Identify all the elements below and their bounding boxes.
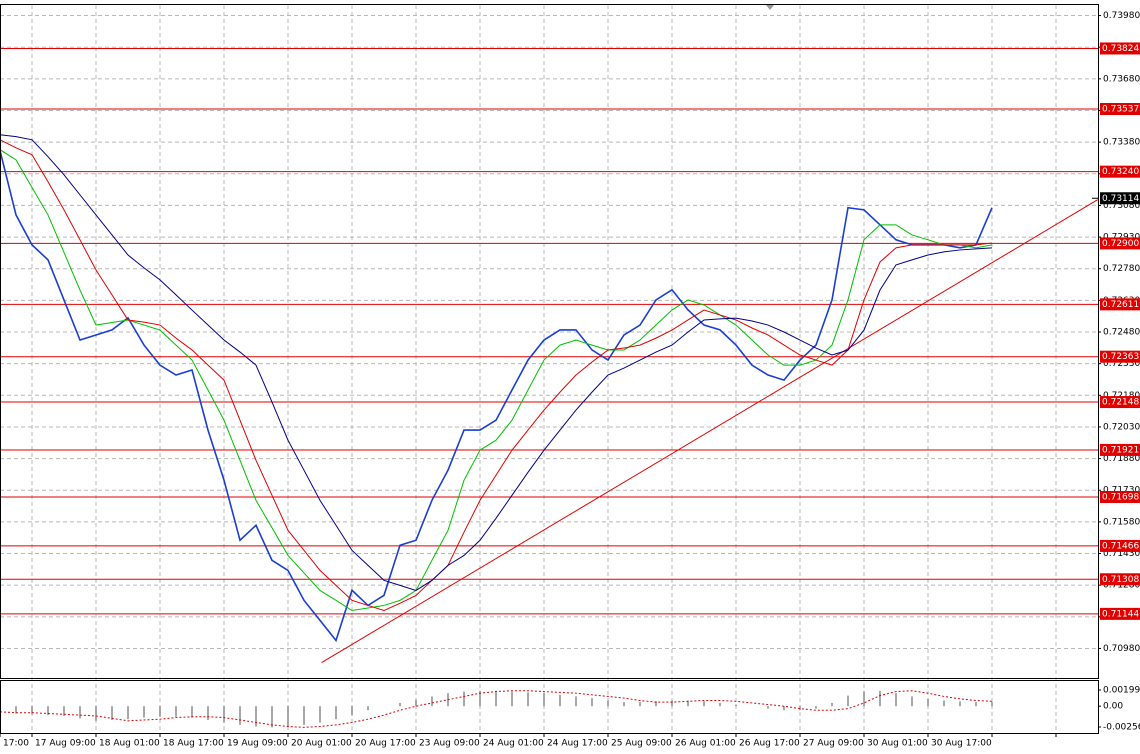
x-tick-label: 25 Aug 09:00 — [611, 739, 672, 749]
level-label-box — [1100, 165, 1140, 178]
x-tick-label: 18 Aug 17:00 — [163, 739, 224, 749]
shift-marker — [766, 5, 774, 10]
level-label: 0.71308 — [1102, 575, 1139, 585]
level-label-box — [1100, 573, 1140, 586]
level-label: 0.71921 — [1102, 445, 1139, 455]
y-tick-label: 0.71730 — [1103, 486, 1140, 496]
oscillator-frame — [0, 680, 1099, 734]
current-price-label: 0.73114 — [1102, 194, 1139, 204]
series-line — [0, 139, 993, 612]
level-label: 0.73240 — [1102, 167, 1139, 177]
y-tick-label: 0.73380 — [1103, 138, 1140, 148]
y-tick-label: 0.73980 — [1103, 11, 1140, 21]
level-label: 0.72900 — [1102, 239, 1139, 249]
osc-y-tick-label: -0.00256 — [1103, 722, 1140, 732]
y-tick-label: 0.72180 — [1103, 391, 1140, 401]
level-label: 0.72363 — [1102, 352, 1139, 362]
oscillator-signal — [0, 690, 993, 728]
osc-y-tick-label: 0.001994 — [1103, 685, 1140, 695]
level-label-box — [1100, 103, 1140, 116]
level-label: 0.71466 — [1102, 541, 1139, 551]
series-line — [0, 150, 993, 643]
x-tick-label: 27 Aug 09:00 — [803, 739, 864, 749]
y-tick-label: 0.73680 — [1103, 74, 1140, 84]
series-line — [0, 149, 993, 612]
x-tick-label: 24 Aug 17:00 — [547, 739, 608, 749]
level-label-box — [1100, 298, 1140, 311]
x-tick-label: 20 Aug 01:00 — [291, 739, 352, 749]
y-tick-label: 0.72480 — [1103, 328, 1140, 338]
x-tick-label: 18 Aug 01:00 — [99, 739, 160, 749]
y-tick-label: 0.70980 — [1103, 644, 1140, 654]
level-label-box — [1100, 42, 1140, 55]
x-tick-label: 19 Aug 09:00 — [227, 739, 288, 749]
y-tick-label: 0.72030 — [1103, 422, 1140, 432]
level-label: 0.71698 — [1102, 492, 1139, 502]
y-tick-label: 0.72780 — [1103, 264, 1140, 274]
x-tick-label: 23 Aug 09:00 — [419, 739, 480, 749]
osc-y-tick-label: 0.00 — [1103, 702, 1123, 712]
x-tick-label: 26 Aug 01:00 — [675, 739, 736, 749]
level-label-box — [1100, 396, 1140, 409]
y-tick-label: 0.73080 — [1103, 201, 1140, 211]
main-frame — [0, 4, 1099, 679]
level-label-box — [1100, 443, 1140, 456]
level-label-box — [1100, 490, 1140, 503]
y-tick-label: 0.71430 — [1103, 549, 1140, 559]
level-label-box — [1100, 539, 1140, 552]
level-label-box — [1100, 237, 1140, 250]
x-tick-label: 30 Aug 01:00 — [867, 739, 928, 749]
x-tick-label: 24 Aug 01:00 — [483, 739, 544, 749]
level-label: 0.72148 — [1102, 398, 1139, 408]
level-label: 0.73537 — [1102, 105, 1139, 115]
current-price-box — [1100, 192, 1140, 205]
x-tick-label: 17:00 — [3, 739, 29, 749]
x-tick-label: 17 Aug 09:00 — [35, 739, 96, 749]
x-tick-label: 26 Aug 17:00 — [739, 739, 800, 749]
level-label-box — [1100, 607, 1140, 620]
level-label-box — [1100, 350, 1140, 363]
level-label: 0.73824 — [1102, 44, 1139, 54]
level-label: 0.72611 — [1102, 300, 1139, 310]
plot-area: 0.739800.738300.736800.735300.733800.732… — [0, 5, 1140, 749]
y-tick-label: 0.72330 — [1103, 359, 1140, 369]
series-line — [0, 134, 993, 591]
x-tick-label: 20 Aug 17:00 — [355, 739, 416, 749]
level-label: 0.71144 — [1102, 609, 1139, 619]
trendline — [321, 199, 1098, 664]
x-tick-label: 30 Aug 17:00 — [931, 739, 992, 749]
y-tick-label: 0.71580 — [1103, 517, 1140, 527]
y-tick-label: 0.71280 — [1103, 581, 1140, 591]
y-tick-label: 0.71880 — [1103, 454, 1140, 464]
